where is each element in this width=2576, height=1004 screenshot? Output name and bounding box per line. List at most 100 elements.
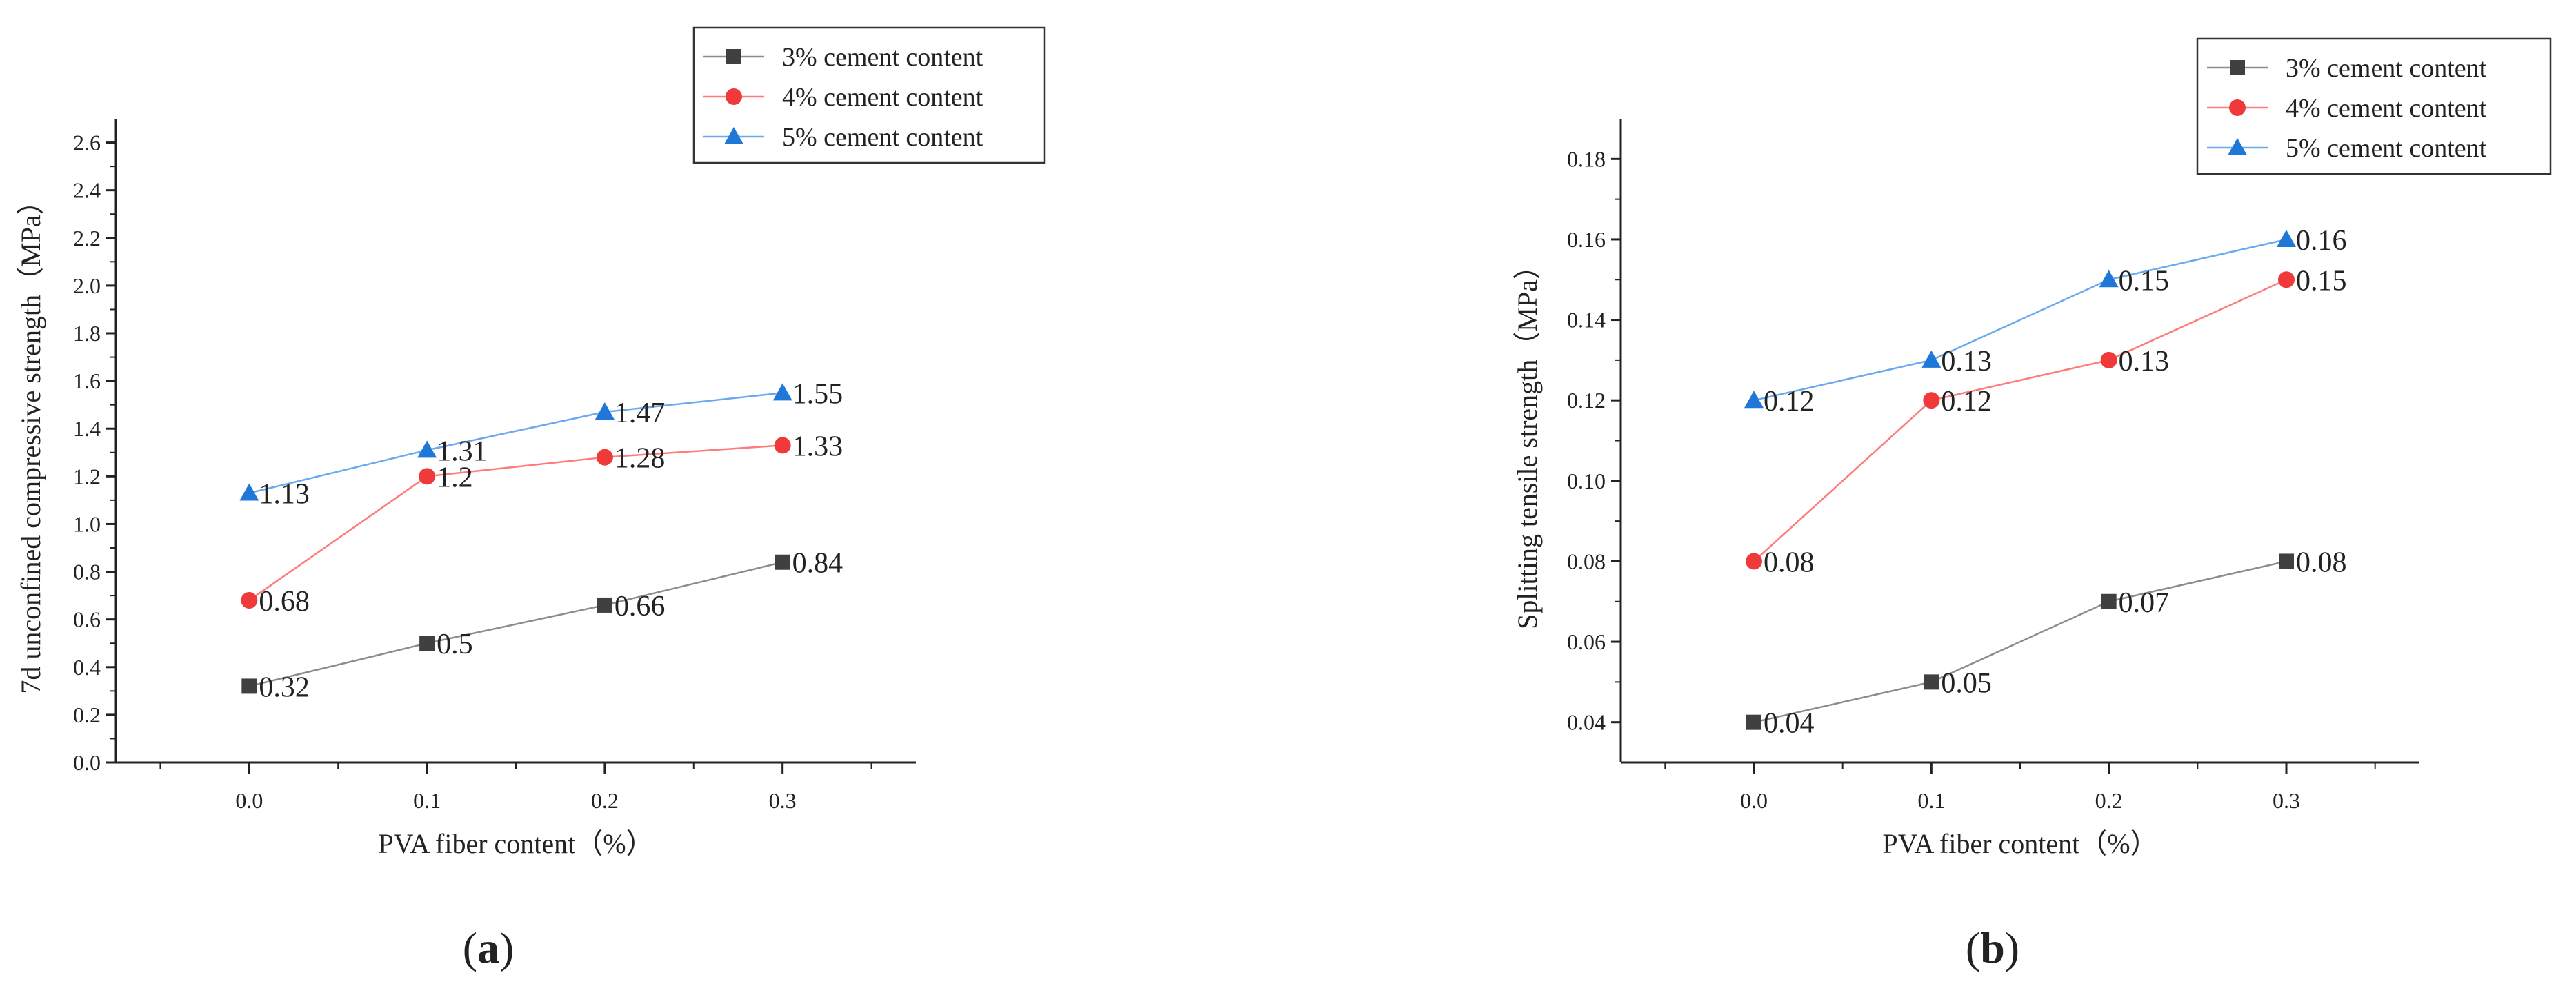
chart-a-x-axis-title: PVA fiber content（%） xyxy=(378,828,653,859)
chart-a-y-tick-label: 0.8 xyxy=(73,560,101,584)
chart-b-series-1-point xyxy=(1746,714,1761,730)
chart-b-series-3-point xyxy=(2277,229,2296,247)
chart-b-legend-swatch-marker xyxy=(2228,138,2247,155)
chart-b-series-1-point xyxy=(2101,593,2117,609)
chart-a-x-tick-label: 0.0 xyxy=(235,788,263,813)
chart-b-y-tick-label: 0.06 xyxy=(1567,629,1606,654)
chart-a-series-3-point xyxy=(595,402,615,420)
chart-b-y-tick-label: 0.16 xyxy=(1567,227,1606,252)
chart-b-series-1-data-label: 0.07 xyxy=(2119,587,2170,619)
chart-a-legend: 3% cement content 4% cement content 5% cem… xyxy=(692,26,1046,164)
chart-a-series-2-data-label: 0.68 xyxy=(259,586,310,618)
chart-a-series-2-data-label: 1.33 xyxy=(792,431,843,462)
chart-b-x-axis-title: PVA fiber content（%） xyxy=(1882,828,2157,859)
chart-a-legend-entry: 3% cement content xyxy=(782,43,984,72)
chart-b-series-2-data-label: 0.12 xyxy=(1941,386,1992,417)
chart-a-y-tick-label: 0.4 xyxy=(73,655,101,680)
chart-a-series-3-data-label: 1.47 xyxy=(615,397,666,429)
chart-a-y-tick-label: 1.2 xyxy=(73,464,101,489)
chart-b-y-tick-label: 0.04 xyxy=(1567,710,1606,735)
chart-a-series-2-point xyxy=(241,592,258,609)
chart-b-y-axis-title: Splitting tensile strength（MPa） xyxy=(1512,252,1543,629)
chart-b-series-1-data-label: 0.08 xyxy=(2296,547,2347,578)
chart-b-series-2-line xyxy=(1753,279,2287,562)
chart-a-series-2-data-label: 1.2 xyxy=(437,462,473,493)
chart-a-series-2-point xyxy=(596,449,613,466)
chart-a-series-1-data-label: 0.5 xyxy=(437,629,473,660)
chart-a-y-tick-label: 1.6 xyxy=(73,368,101,393)
chart-b-series-3-data-label: 0.13 xyxy=(1941,346,1992,377)
chart-b-series-1-data-label: 0.04 xyxy=(1764,708,1815,740)
chart-b-series-2-point xyxy=(1923,392,1940,409)
chart-b-series-1-data-label: 0.05 xyxy=(1941,667,1992,699)
chart-b-series-3-line xyxy=(1753,238,2287,402)
chart-a-x-tick-label: 0.1 xyxy=(413,788,441,813)
chart-a-series-3-line xyxy=(249,392,783,494)
chart-a-series-1-point xyxy=(775,554,790,570)
chart-a-series-1-line xyxy=(249,561,783,687)
chart-b-series-2-point xyxy=(2100,351,2117,368)
chart-b-legend-entry: 5% cement content xyxy=(2286,134,2487,163)
chart-a-series-1-point xyxy=(241,678,257,694)
chart-a-series-3-data-label: 1.31 xyxy=(437,435,488,467)
chart-a-x-tick-label: 0.2 xyxy=(591,788,619,813)
chart-a-y-tick-label: 2.6 xyxy=(73,130,101,155)
chart-b-x-tick-label: 0.0 xyxy=(1740,788,1768,813)
chart-a-series-2-line xyxy=(248,444,783,602)
chart-a-legend-swatch-marker xyxy=(726,88,742,105)
chart-b-series-3-data-label: 0.12 xyxy=(1764,386,1815,417)
chart-b-series-1-point xyxy=(1924,674,1939,690)
chart-b-x-tick-label: 0.1 xyxy=(1917,788,1945,813)
chart-b-series-3-point xyxy=(2099,270,2119,288)
chart-b-series-3-point xyxy=(1744,391,1764,409)
chart-a-series-3-data-label: 1.55 xyxy=(792,378,843,410)
chart-b-series-3-data-label: 0.16 xyxy=(2296,225,2347,257)
chart-a-y-tick-label: 1.0 xyxy=(73,511,101,536)
chart-a-series-2-point xyxy=(419,468,436,485)
chart-b-legend-box xyxy=(2196,37,2552,175)
chart-a-series-3-point xyxy=(417,440,437,458)
chart-a-legend-box xyxy=(692,26,1046,164)
chart-a-legend-swatch-marker xyxy=(726,49,741,64)
chart-b-x-tick-label: 0.2 xyxy=(2095,788,2123,813)
chart-b-series-2-point xyxy=(2278,271,2295,288)
chart-a-y-tick-label: 1.8 xyxy=(73,321,101,346)
chart-a-series-2-point xyxy=(774,437,791,454)
chart-panel-b: 0.04 0.06 0.08 0.10 0.12 0.14 0.16 0.18 0.0 0.1 0.… xyxy=(1512,37,2552,972)
chart-a-y-tick-label: 2.4 xyxy=(73,178,101,203)
chart-a-y-tick-label: 0.6 xyxy=(73,607,101,632)
chart-a-series-1-data-label: 0.32 xyxy=(259,671,310,703)
chart-a-y-tick-label: 0.2 xyxy=(73,702,101,727)
chart-a-legend-entry: 5% cement content xyxy=(782,123,984,152)
chart-b-series-1-line xyxy=(1753,560,2287,723)
chart-a-y-tick-label: 2.2 xyxy=(73,226,101,250)
chart-a-series-1-data-label: 0.84 xyxy=(792,548,843,580)
chart-b-legend-swatch-marker xyxy=(2230,60,2245,75)
chart-b-legend-swatch-marker xyxy=(2229,99,2246,116)
chart-b-x-tick-label: 0.3 xyxy=(2273,788,2300,813)
chart-a-series-2-data-label: 1.28 xyxy=(615,443,666,475)
chart-a-y-axis-title: 7d unconfined compressive strength（MPa） xyxy=(15,187,46,693)
chart-a-y-tick-label: 1.4 xyxy=(73,416,101,441)
chart-a-series-3-point xyxy=(239,483,259,501)
chart-a-legend-entry: 4% cement content xyxy=(782,83,984,112)
chart-a-series-1-point xyxy=(597,597,612,613)
chart-panel-a: 0.0 0.2 0.4 0.6 0.8 1.0 1.2 1.4 1.6 1.8 2.0 2.2 2.4 2… xyxy=(15,26,1046,972)
chart-a-y-tick-label: 2.0 xyxy=(73,273,101,298)
chart-b-series-1-point xyxy=(2279,553,2294,569)
chart-b-legend-entry: 4% cement content xyxy=(2286,94,2487,123)
chart-a-series-1-point xyxy=(419,636,435,651)
chart-b-y-tick-label: 0.18 xyxy=(1567,146,1606,171)
chart-b-y-tick-label: 0.10 xyxy=(1567,469,1606,493)
chart-b-y-tick-label: 0.14 xyxy=(1567,308,1606,333)
chart-b-y-tick-label: 0.08 xyxy=(1567,549,1606,573)
chart-b-legend-entry: 3% cement content xyxy=(2286,54,2487,83)
chart-b-series-2-point xyxy=(1746,553,1762,570)
chart-b-series-2-data-label: 0.08 xyxy=(1764,547,1815,578)
chart-b-legend: 3% cement content 4% cement content 5% cem… xyxy=(2196,37,2552,175)
chart-a-legend-swatch-marker xyxy=(724,127,743,144)
chart-a-y-tick-label: 0.0 xyxy=(73,750,101,775)
chart-a-series-3-point xyxy=(772,383,792,401)
chart-a-x-tick-label: 0.3 xyxy=(769,788,797,813)
